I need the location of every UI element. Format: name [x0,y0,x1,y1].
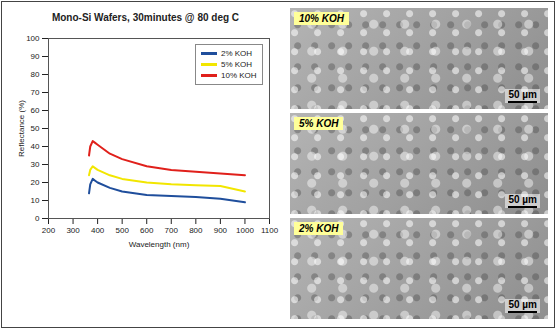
svg-text:900: 900 [214,226,228,235]
svg-text:30: 30 [31,160,40,169]
svg-text:400: 400 [91,226,105,235]
svg-text:0: 0 [35,214,40,223]
html-text:2% KOH: 2% KOH [221,49,253,58]
svg-text:20: 20 [31,178,40,187]
html-text:10% KOH: 10% KOH [299,13,344,24]
svg-text:800: 800 [189,226,203,235]
svg-text:1100: 1100 [261,226,279,235]
html-text:50 µm: 50 µm [508,89,537,100]
svg-text:10: 10 [31,196,40,205]
svg-text:Wavelength (nm): Wavelength (nm) [129,240,190,249]
svg-text:600: 600 [140,226,154,235]
html-text:5% KOH: 5% KOH [299,118,339,129]
svg-text:500: 500 [115,226,129,235]
svg-text:80: 80 [31,70,40,79]
svg-text:40: 40 [31,142,40,151]
svg-text:90: 90 [31,52,40,61]
svg-text:100: 100 [26,34,40,43]
svg-text:50: 50 [31,124,40,133]
html-text:5% KOH: 5% KOH [221,60,253,69]
svg-text:700: 700 [165,226,179,235]
svg-text:70: 70 [31,88,40,97]
svg-text:200: 200 [42,226,56,235]
html-text:50 µm: 50 µm [508,299,537,310]
html-text:50 µm: 50 µm [508,194,537,205]
html-text:2% KOH: 2% KOH [299,223,339,234]
svg-text:1000: 1000 [236,226,254,235]
html-text:10% KOH: 10% KOH [221,71,257,80]
html-text:Mono-Si Wafers, 30minutes @ 80: Mono-Si Wafers, 30minutes @ 80 deg C [51,12,240,23]
svg-text:Reflectance (%): Reflectance (%) [17,100,26,157]
svg-text:300: 300 [66,226,80,235]
svg-text:60: 60 [31,106,40,115]
